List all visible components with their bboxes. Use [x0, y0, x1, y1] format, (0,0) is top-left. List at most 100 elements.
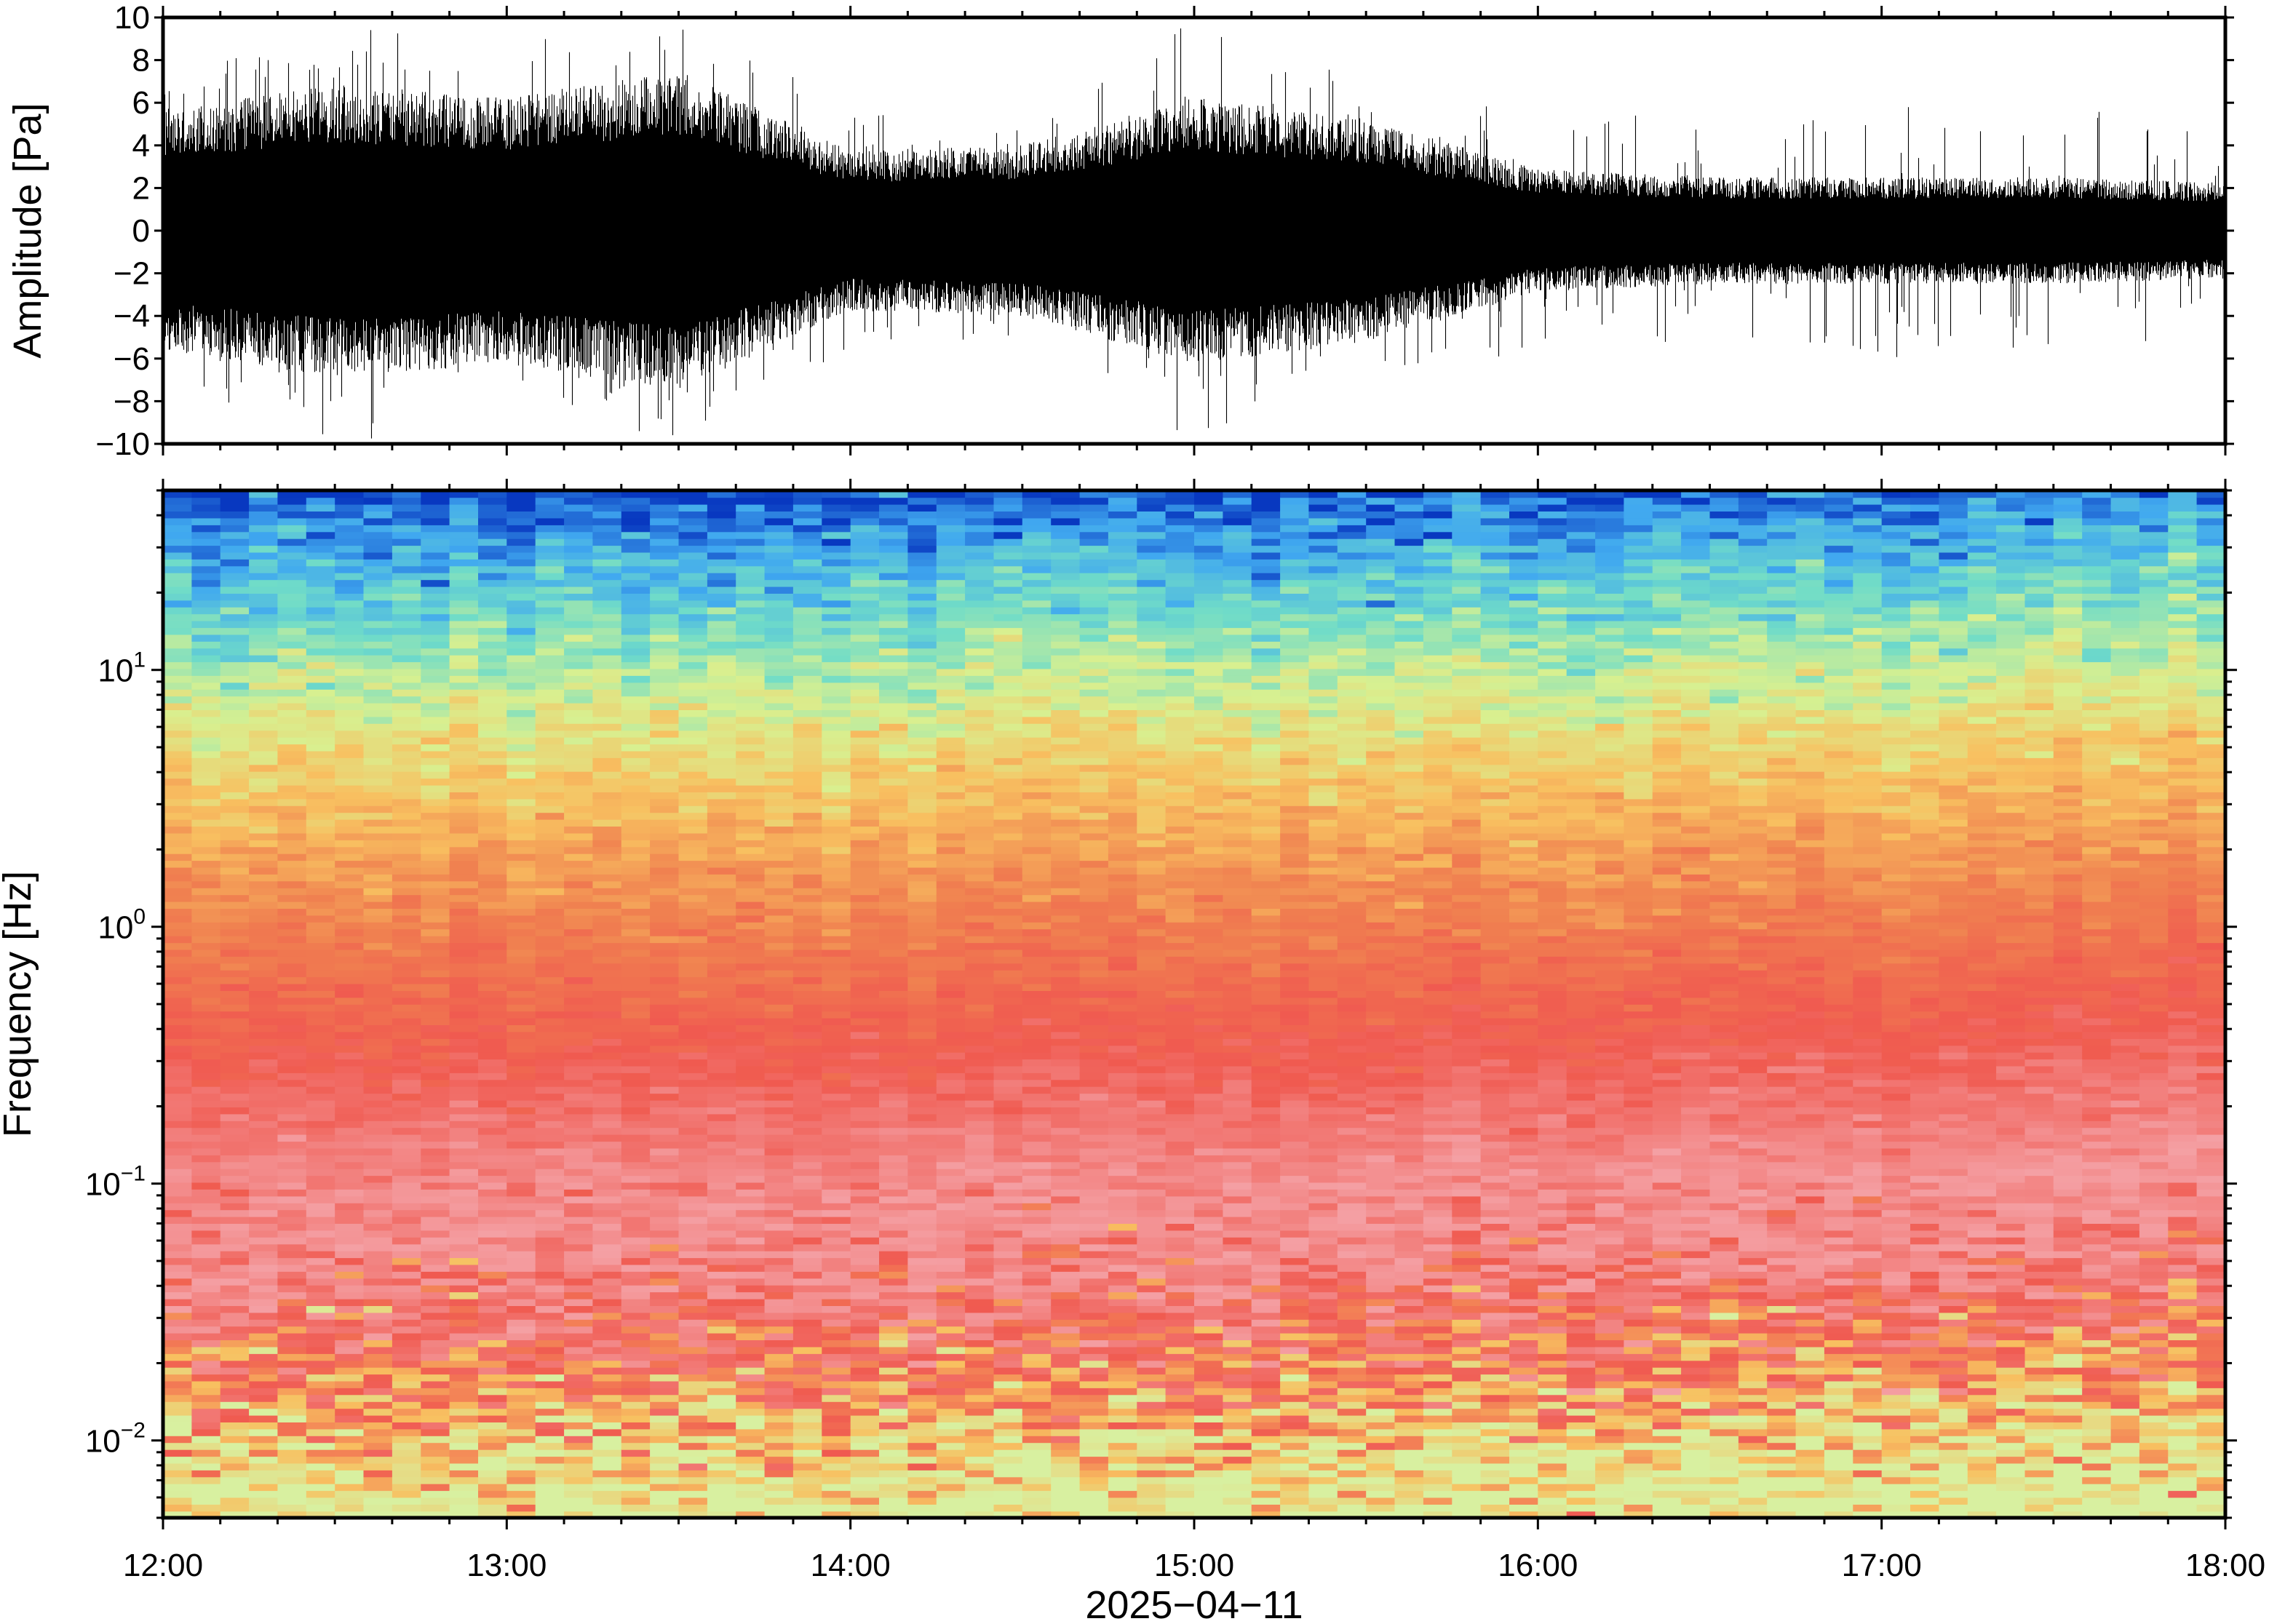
- spectrogram-cell: [850, 525, 880, 533]
- spectrogram-cell: [764, 613, 794, 621]
- spectrogram-cell: [306, 1366, 335, 1375]
- spectrogram-cell: [191, 1360, 221, 1368]
- spectrogram-cell: [850, 730, 880, 738]
- spectrogram-cell: [736, 935, 766, 944]
- spectrogram-cell: [506, 1113, 536, 1121]
- spectrogram-cell: [1051, 990, 1081, 998]
- spectrogram-cell: [421, 812, 450, 820]
- spectrogram-cell: [564, 1168, 594, 1177]
- spectrogram-cell: [1022, 1065, 1052, 1073]
- spectrogram-cell: [163, 1031, 193, 1039]
- spectrogram-cell: [392, 894, 422, 902]
- spectrogram-cell: [191, 805, 221, 813]
- spectrogram-cell: [936, 600, 966, 608]
- spectrogram-cell: [850, 1134, 880, 1142]
- spectrogram-cell: [965, 1476, 995, 1484]
- spectrogram-cell: [1051, 901, 1081, 909]
- spectrogram-cell: [335, 860, 365, 868]
- spectrogram-cell: [792, 963, 823, 971]
- spectrogram-cell: [792, 744, 823, 752]
- spectrogram-cell: [907, 908, 937, 916]
- spectrogram-cell: [707, 1510, 737, 1518]
- spectrogram-cell: [850, 1374, 880, 1382]
- spectrogram-cell: [306, 901, 335, 909]
- spectrogram-cell: [736, 1414, 766, 1422]
- spectrogram-cell: [850, 538, 880, 546]
- spectrogram-cell: [592, 1305, 622, 1313]
- spectrogram-cell: [592, 819, 622, 827]
- spectrogram-cell: [792, 1107, 823, 1115]
- spectrogram-cell: [335, 1436, 365, 1444]
- spectrogram-cell: [421, 949, 450, 957]
- spectrogram-cell: [707, 1319, 737, 1327]
- spectrogram-cell: [907, 792, 937, 800]
- spectrogram-cell: [392, 1380, 422, 1388]
- spectrogram-cell: [592, 1456, 622, 1464]
- spectrogram-cell: [191, 928, 221, 936]
- spectrogram-cell: [1051, 1017, 1081, 1025]
- spectrogram-cell: [792, 1401, 823, 1409]
- spectrogram-cell: [650, 1278, 680, 1286]
- spectrogram-cell: [1051, 1401, 1081, 1409]
- spectrogram-cell: [506, 942, 536, 950]
- spectrogram-cell: [306, 730, 335, 738]
- spectrogram-cell: [535, 853, 565, 861]
- spectrogram-cell: [306, 1223, 335, 1231]
- spectrogram-cell: [764, 1490, 794, 1498]
- spectrogram-cell: [764, 689, 794, 697]
- spectrogram-cell: [249, 497, 279, 505]
- spectrogram-cell: [965, 983, 995, 991]
- spectrogram-cell: [564, 709, 594, 717]
- spectrogram-cell: [621, 1121, 651, 1129]
- spectrogram-cell: [650, 1237, 680, 1245]
- spectrogram-cell: [306, 689, 335, 697]
- spectrogram-cell: [650, 1436, 680, 1444]
- spectrogram-cell: [965, 1045, 995, 1053]
- spectrogram-cell: [850, 963, 880, 971]
- spectrogram-cell: [191, 1216, 221, 1224]
- spectrogram-cell: [879, 915, 909, 923]
- spectrogram-cell: [535, 1428, 565, 1436]
- spectrogram-cell: [707, 593, 737, 601]
- spectrogram-cell: [850, 778, 880, 786]
- spectrogram-cell: [506, 1155, 536, 1163]
- spectrogram-cell: [907, 1161, 937, 1169]
- spectrogram-cell: [449, 1264, 479, 1272]
- spectrogram-cell: [249, 1278, 279, 1286]
- spectrogram-cell: [1051, 490, 1081, 498]
- spectrogram-cell: [965, 805, 995, 813]
- spectrogram-cell: [191, 867, 221, 875]
- spectrogram-cell: [335, 969, 365, 978]
- spectrogram-cell: [650, 1271, 680, 1279]
- spectrogram-cell: [879, 963, 909, 971]
- spectrogram-cell: [736, 1298, 766, 1306]
- spectrogram-cell: [907, 1099, 937, 1107]
- spectrogram-cell: [249, 675, 279, 683]
- waveform-y-tick-label: 0: [132, 213, 150, 249]
- spectrogram-cell: [277, 990, 307, 998]
- spectrogram-cell: [907, 874, 937, 882]
- spectrogram-cell: [506, 668, 536, 676]
- spectrogram-cell: [421, 1017, 450, 1025]
- spectrogram-cell: [506, 1045, 536, 1053]
- spectrogram-cell: [392, 1113, 422, 1121]
- spectrogram-cell: [191, 860, 221, 868]
- spectrogram-cell: [449, 1051, 479, 1060]
- spectrogram-cell: [792, 1093, 823, 1101]
- spectrogram-cell: [1079, 1113, 1109, 1121]
- spectrogram-cell: [879, 949, 909, 957]
- spectrogram-cell: [163, 784, 193, 792]
- spectrogram-cell: [879, 511, 909, 519]
- spectrogram-cell: [421, 798, 450, 806]
- spectrogram-cell: [850, 1394, 880, 1402]
- spectrogram-cell: [1022, 1278, 1052, 1286]
- spectrogram-cell: [277, 1340, 307, 1348]
- spectrogram-cell: [822, 874, 851, 882]
- spectrogram-cell: [592, 1017, 622, 1025]
- spectrogram-cell: [392, 1305, 422, 1313]
- spectrogram-cell: [220, 949, 250, 957]
- spectrogram-cell: [163, 648, 193, 656]
- spectrogram-cell: [249, 812, 279, 820]
- spectrogram-cell: [506, 1346, 536, 1354]
- spectrogram-cell: [621, 819, 651, 827]
